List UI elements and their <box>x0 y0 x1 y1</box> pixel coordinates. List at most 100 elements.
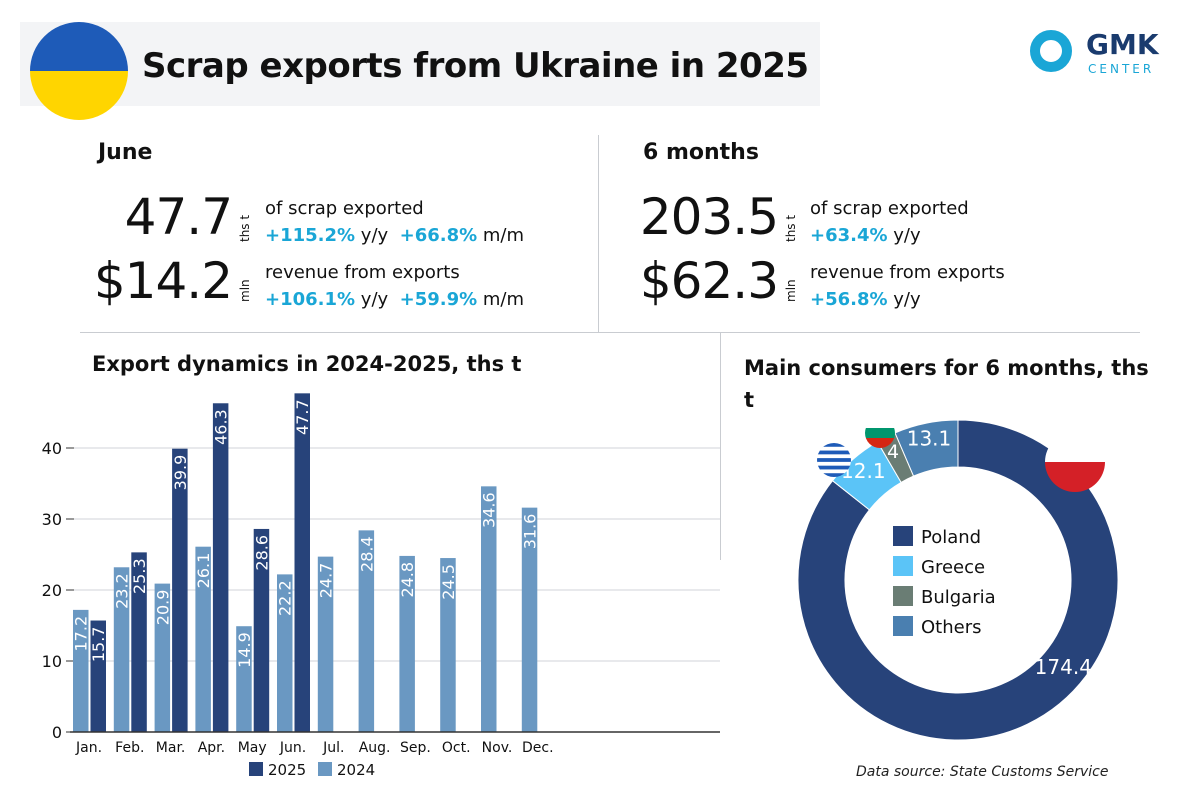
bar-value-label: 46.3 <box>212 409 231 445</box>
bar-2024 <box>521 507 538 732</box>
bar-value-label: 24.5 <box>439 564 458 600</box>
legend-swatch <box>893 556 913 576</box>
y-tick-label: 0 <box>52 723 62 742</box>
bar-value-label: 47.7 <box>293 399 312 435</box>
greece-flag-icon <box>817 443 851 477</box>
legend-swatch <box>893 616 913 636</box>
bar-2025 <box>90 620 106 732</box>
bar-2025 <box>253 528 270 732</box>
bar-2024 <box>399 555 415 732</box>
bar-value-label: 15.7 <box>89 627 108 663</box>
bar-value-label: 24.7 <box>317 563 336 599</box>
six-months-volume-change: +63.4% y/y <box>810 225 921 246</box>
legend-label: Others <box>921 617 982 638</box>
donut-value-label: 4 <box>887 441 899 463</box>
legend-item-greece: Greece <box>893 556 985 578</box>
bar-2024 <box>358 530 375 732</box>
bulgaria-flag-icon <box>865 418 895 448</box>
legend-label: Bulgaria <box>921 587 996 608</box>
legend-swatch-2025 <box>249 762 263 776</box>
bar-2025 <box>172 448 188 732</box>
legend-label: Greece <box>921 557 986 578</box>
legend-swatch <box>893 526 913 546</box>
bar-value-label: 26.1 <box>194 553 213 589</box>
six-months-volume: 203.5 <box>639 188 779 246</box>
donut-slice-poland <box>797 419 1119 741</box>
june-volume-desc: of scrap exported <box>265 198 424 219</box>
june-volume: 47.7 <box>124 188 233 246</box>
bar-value-label: 17.2 <box>72 616 91 652</box>
bar-2024 <box>236 626 252 732</box>
legend-item-bulgaria: Bulgaria <box>893 586 996 608</box>
divider <box>80 332 1140 333</box>
bar-value-label: 22.2 <box>276 580 295 616</box>
divider <box>720 332 721 560</box>
bar-value-label: 39.9 <box>171 455 190 491</box>
june-revenue-desc: revenue from exports <box>265 262 460 283</box>
bar-value-label: 14.9 <box>235 632 254 668</box>
bar-chart-title: Export dynamics in 2024-2025, ths t <box>92 352 522 376</box>
six-months-revenue-desc: revenue from exports <box>810 262 1005 283</box>
x-tick-label: Apr. <box>198 740 225 756</box>
ukraine-flag-icon <box>30 22 128 120</box>
bar-value-label: 28.4 <box>357 536 376 572</box>
bar-2025 <box>131 552 147 732</box>
bar-value-label: 31.6 <box>521 514 540 550</box>
x-tick-label: Dec. <box>522 740 554 756</box>
donut-chart-title: Main consumers for 6 months, ths t <box>744 356 1149 412</box>
y-tick-label: 40 <box>42 439 62 458</box>
bar-2024 <box>154 583 171 732</box>
x-tick-label: Jul. <box>322 740 344 756</box>
y-tick-label: 30 <box>42 510 62 529</box>
x-tick-label: Jun. <box>279 740 306 756</box>
legend-label-2024: 2024 <box>337 761 375 779</box>
x-tick-label: May <box>238 740 267 756</box>
bar-value-label: 23.2 <box>113 573 132 609</box>
legend-item-poland: Poland <box>893 526 981 548</box>
bar-2024 <box>277 574 293 732</box>
y-tick-label: 20 <box>42 581 62 600</box>
six-months-revenue-change: +56.8% y/y <box>810 289 921 310</box>
x-tick-label: Jan. <box>75 740 102 756</box>
bar-value-label: 25.3 <box>130 558 149 594</box>
bar-value-label: 28.6 <box>252 535 271 571</box>
y-tick-label: 10 <box>42 652 62 671</box>
six-months-revenue-unit: mln <box>784 279 798 302</box>
bar-value-label: 34.6 <box>480 492 499 528</box>
bar-2024 <box>73 609 89 732</box>
bar-chart: 0 10 20 30 40 17.215.7 Jan. 23.225.3 Feb. 20.9 39.… <box>42 393 720 779</box>
june-volume-change: +115.2% y/y +66.8% m/m <box>265 225 525 246</box>
bar-2025 <box>212 403 229 732</box>
six-months-volume-desc: of scrap exported <box>810 198 969 219</box>
june-volume-unit: ths t <box>238 214 252 242</box>
x-tick-label: Nov. <box>482 740 513 756</box>
bar-2025 <box>294 393 310 732</box>
donut-slice-others <box>894 419 959 477</box>
title-bar <box>20 22 820 106</box>
x-tick-label: Oct. <box>442 740 471 756</box>
data-source: Data source: State Customs Service <box>856 764 1109 780</box>
june-revenue-change: +106.1% y/y +59.9% m/m <box>265 289 525 310</box>
divider <box>598 135 599 332</box>
x-tick-label: Feb. <box>115 740 144 756</box>
legend-label: Poland <box>921 527 982 548</box>
x-tick-label: Sep. <box>400 740 431 756</box>
donut-value-label: 13.1 <box>907 426 952 450</box>
legend-label-2025: 2025 <box>268 761 306 779</box>
bar-2024 <box>195 546 211 732</box>
page-title: Scrap exports from Ukraine in 2025 <box>142 46 809 86</box>
legend-swatch <box>893 586 913 606</box>
six-months-revenue: $62.3 <box>639 252 779 310</box>
june-heading: June <box>98 140 153 165</box>
bar-value-label: 24.8 <box>398 562 417 598</box>
six-months-volume-unit: ths t <box>784 214 798 242</box>
june-revenue: $14.2 <box>93 252 233 310</box>
june-revenue-unit: mln <box>238 279 252 302</box>
bar-2024 <box>481 486 497 732</box>
legend-item-others: Others <box>893 616 982 638</box>
bar-2024 <box>113 567 130 732</box>
bar-2024 <box>317 556 334 732</box>
bar-2024 <box>440 558 456 732</box>
bar-value-label: 20.9 <box>153 590 172 626</box>
